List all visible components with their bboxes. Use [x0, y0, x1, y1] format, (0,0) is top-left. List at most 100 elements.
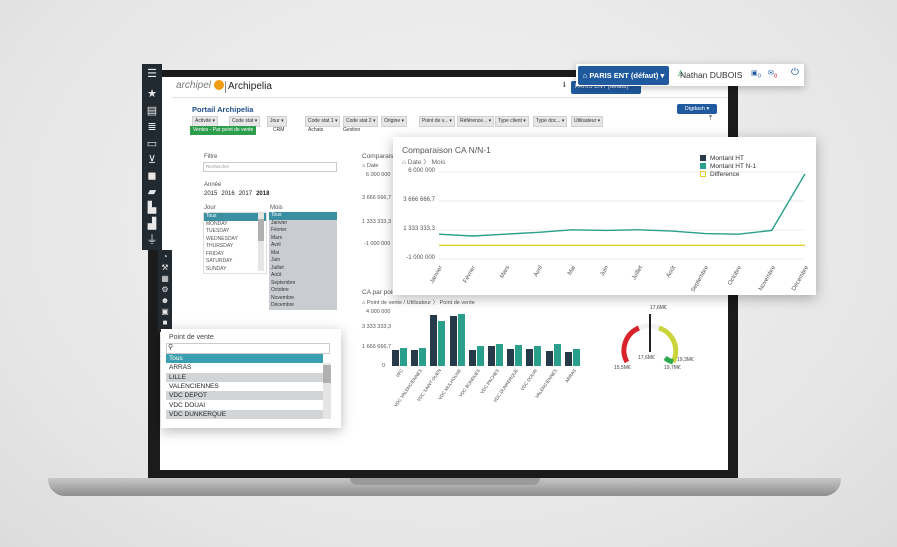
subtab[interactable]: Gestion	[340, 126, 363, 135]
bar-montant-ht[interactable]	[488, 346, 495, 366]
jour-option[interactable]: SATURDAY	[206, 258, 233, 264]
bar-montant-ht[interactable]	[430, 314, 438, 366]
mail-button[interactable]: ✉0	[768, 69, 777, 79]
bar-montant-ht-n1[interactable]	[400, 347, 407, 366]
menu-icon[interactable]: ☰	[147, 68, 157, 80]
table-icon[interactable]: ▦	[161, 274, 169, 283]
digdash-button[interactable]: Digdash ▾	[677, 104, 717, 114]
truck-icon[interactable]: ▰	[147, 186, 157, 198]
pdv-scrollbar[interactable]	[323, 363, 331, 419]
jour-list[interactable]: Tous MONDAY TUESDAY WEDNESDAY THURSDAY FRIDAY…	[203, 212, 267, 274]
bar-montant-ht-n1[interactable]	[419, 347, 427, 366]
legend-item[interactable]: Montant HT N-1	[700, 163, 756, 170]
bg-chart1-breadcrumb[interactable]: ⌂ Date	[362, 163, 378, 169]
pdv-search-input[interactable]	[166, 343, 330, 354]
year-option[interactable]: 2016	[221, 191, 235, 197]
window-icon[interactable]: ▣	[161, 307, 169, 316]
bar-montant-ht-n1[interactable]	[457, 314, 465, 366]
pdv-scroll-thumb[interactable]	[323, 365, 331, 383]
subtab[interactable]: Achats	[305, 126, 326, 135]
jour-option[interactable]: SUNDAY	[206, 265, 227, 272]
filter-chip[interactable]: Type doc... ▾	[533, 116, 568, 127]
bar-montant-ht-n1[interactable]	[534, 345, 542, 366]
user-name[interactable]: Nathan DUBOIS	[680, 70, 743, 80]
pdv-option[interactable]: LILLE	[166, 372, 323, 382]
mois-list[interactable]: Tous Janvier Février Mars Avril Mai Juin Juille…	[269, 212, 337, 312]
power-icon[interactable]: ⏻	[791, 67, 799, 78]
jour-scrollbar[interactable]	[258, 213, 264, 271]
database-icon[interactable]: ▤	[146, 105, 158, 117]
app-logo[interactable]: archipel	[176, 80, 224, 91]
year-option[interactable]: 2018	[256, 191, 270, 197]
mois-option[interactable]: Avril	[269, 242, 337, 250]
bar-montant-ht-n1[interactable]	[438, 320, 446, 366]
filter-chip[interactable]: Code stat 2 ▾	[343, 116, 379, 127]
cart-icon[interactable]: ⊻	[147, 154, 157, 166]
filter-chip[interactable]: Utilisateur ▾	[571, 116, 604, 127]
bar-montant-ht[interactable]	[392, 349, 399, 366]
bar-montant-ht[interactable]	[468, 349, 476, 366]
pdv-option[interactable]: VDC DUNKERQUE	[166, 409, 323, 419]
bar-montant-ht-n1[interactable]	[515, 345, 523, 366]
users-icon[interactable]: ☻	[160, 296, 170, 305]
mois-option[interactable]: Février	[269, 227, 337, 235]
subtab[interactable]: CRM	[270, 126, 287, 135]
bg-chart2-breadcrumb[interactable]: ⌂ Point de vente / Utilisateur 〉 Point d…	[362, 300, 475, 306]
jour-option[interactable]: Tous	[204, 213, 266, 221]
filter-chip[interactable]: Point de v... ▾	[419, 116, 455, 127]
pdv-option[interactable]: Tous	[166, 354, 323, 363]
year-option[interactable]: 2017	[238, 191, 253, 197]
factory-icon[interactable]: ▙	[147, 202, 157, 214]
info-icon[interactable]: ℹ	[563, 82, 566, 89]
bar-montant-ht-n1[interactable]	[553, 343, 561, 366]
star-icon[interactable]: ★	[147, 88, 157, 100]
jour-option[interactable]: WEDNESDAY	[206, 235, 238, 242]
bar-montant-ht-n1[interactable]	[476, 346, 484, 366]
mois-option[interactable]: Mars	[269, 234, 337, 242]
filter-chip[interactable]: Origine ▾	[381, 116, 408, 127]
box-icon[interactable]: ■	[162, 318, 168, 327]
jour-option[interactable]: THURSDAY	[206, 243, 234, 249]
jour-scroll-thumb[interactable]	[258, 219, 264, 241]
jour-option[interactable]: MONDAY	[206, 220, 228, 227]
bar-montant-ht[interactable]	[564, 352, 572, 366]
mois-option[interactable]: Décembre	[269, 302, 337, 310]
list-icon[interactable]: ≣	[147, 121, 157, 133]
popup-breadcrumb[interactable]: ⌂ Date 〉 Mois	[402, 159, 446, 166]
pdv-option[interactable]: VALENCIENNES	[169, 382, 219, 390]
bar-montant-ht[interactable]	[545, 350, 553, 366]
wrench-icon[interactable]: ⚒	[161, 263, 169, 272]
mois-option[interactable]: Juillet	[269, 264, 337, 272]
bag-icon[interactable]: ◼	[147, 170, 157, 182]
legend-item[interactable]: Montant HT	[700, 155, 744, 162]
plug-icon[interactable]: ⏚	[146, 234, 158, 246]
filter-chip[interactable]: Type client ▾	[495, 116, 529, 127]
filtre-input[interactable]: Rechercher	[203, 162, 337, 172]
year-option[interactable]: 2015	[204, 191, 218, 197]
collapse-icon[interactable]: ⤒	[709, 115, 713, 122]
pdv-option[interactable]: VDC DOUAI	[169, 401, 206, 409]
series-line-1[interactable]	[438, 173, 806, 237]
mois-option[interactable]: Mai	[269, 249, 337, 257]
legend-item[interactable]: Difference	[700, 171, 740, 178]
chart-icon[interactable]: ▟	[147, 218, 157, 230]
mois-option[interactable]: Août	[269, 272, 337, 280]
bar-montant-ht[interactable]	[526, 349, 534, 366]
bar-montant-ht-n1[interactable]	[496, 344, 503, 366]
filter-chip[interactable]: Code stat 1 ▾	[305, 116, 341, 127]
bar-montant-ht[interactable]	[449, 315, 457, 366]
pdv-option[interactable]: ARRAS	[169, 364, 192, 372]
calendar-button[interactable]: ▣0	[751, 69, 761, 79]
mois-option[interactable]: Juin	[269, 257, 337, 265]
bar-montant-ht[interactable]	[411, 349, 419, 366]
mois-option[interactable]: Septembre	[269, 279, 337, 287]
jour-option[interactable]: FRIDAY	[206, 250, 224, 257]
pdv-option[interactable]: VDC DEPOT	[166, 391, 323, 401]
subtab[interactable]: Ventes - Par point de vente	[190, 126, 257, 135]
gear-icon[interactable]: ⚙	[161, 285, 169, 294]
pie-chart-icon[interactable]: ◔	[162, 252, 168, 261]
filter-chip[interactable]: Référence... ▾	[457, 116, 495, 127]
store-selector-button[interactable]: ⌂ PARIS ENT (défaut) ▾	[578, 66, 669, 85]
jour-option[interactable]: TUESDAY	[206, 228, 230, 234]
bar-montant-ht[interactable]	[507, 348, 515, 366]
